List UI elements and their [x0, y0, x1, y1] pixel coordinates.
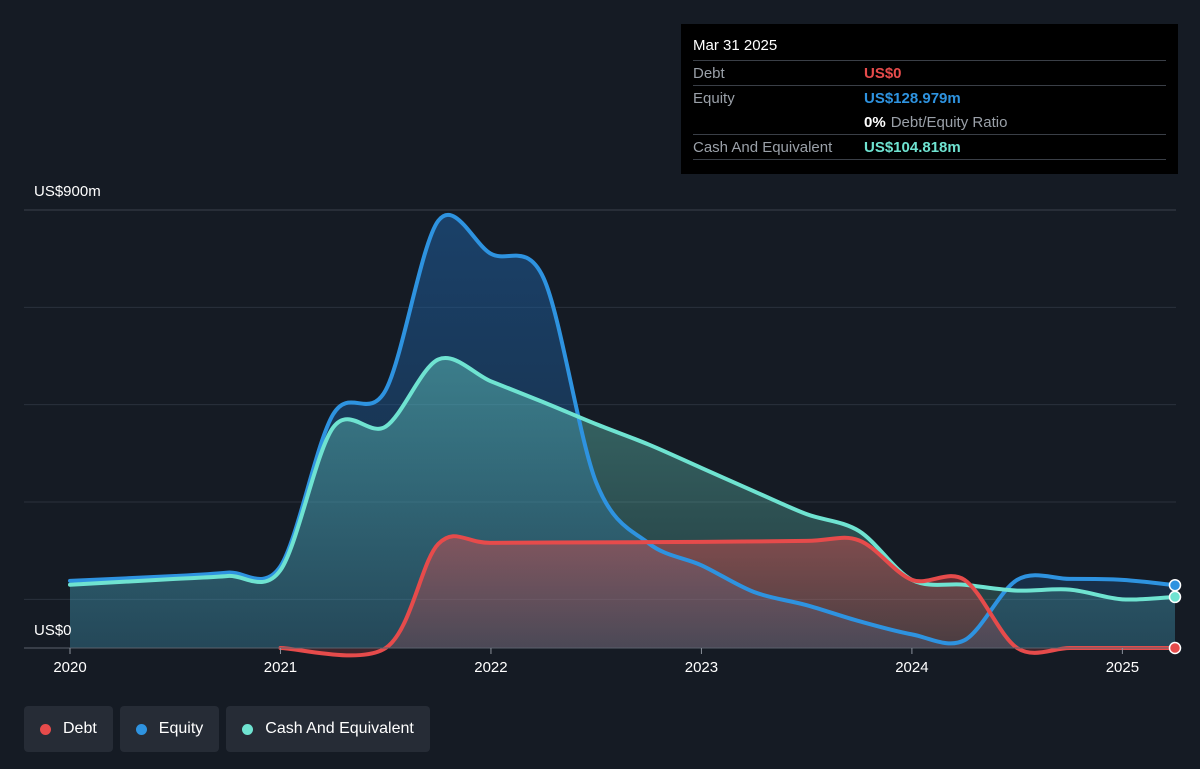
legend-item-equity[interactable]: Equity [119, 706, 220, 752]
end-markers [1168, 578, 1182, 655]
x-tick-label: 2020 [53, 659, 86, 676]
x-tick-label: 2022 [474, 659, 507, 676]
legend-item-cash[interactable]: Cash And Equivalent [226, 706, 430, 752]
series-areas [70, 214, 1175, 656]
legend-dot-debt [40, 723, 51, 735]
x-tick-label: 2021 [264, 659, 297, 676]
legend-dot-cash [242, 723, 254, 735]
tooltip-cash-label: Cash And Equivalent [693, 138, 833, 156]
y-axis-bottom-label: US$0 [34, 622, 72, 639]
line-debt [278, 534, 1177, 658]
data-tooltip: Mar 31 2025 Debt US$0 Equity US$128.979m… [681, 24, 1178, 174]
tooltip-debt-value: US$0 [864, 64, 902, 82]
tooltip-cash-value: US$104.818m [864, 138, 961, 156]
chart-legend: Debt Equity Cash And Equivalent [24, 706, 430, 752]
tooltip-ratio-row: 0% Debt/Equity Ratio [693, 110, 1166, 134]
tooltip-equity-value: US$128.979m [864, 89, 961, 107]
tooltip-cash-row: Cash And Equivalent US$104.818m [693, 134, 1166, 160]
x-tick-label: 2023 [685, 659, 718, 676]
tooltip-ratio-value: 0% [864, 113, 886, 131]
end-marker-cash [1168, 590, 1182, 604]
x-tick-label: 2024 [895, 659, 928, 676]
series-lines [68, 212, 1177, 658]
end-marker-equity [1168, 578, 1182, 592]
tooltip-debt-label: Debt [693, 64, 725, 82]
area-debt [280, 536, 1175, 656]
y-axis-top-label: US$900m [34, 183, 101, 200]
tooltip-date: Mar 31 2025 [693, 37, 778, 54]
legend-label-cash: Cash And Equivalent [265, 720, 414, 737]
tooltip-debt-row: Debt US$0 [693, 60, 1166, 85]
x-axis: 2020 2021 2022 2023 2024 2025 [24, 647, 1176, 676]
tooltip-equity-row: Equity US$128.979m [693, 85, 1166, 110]
tooltip-equity-label: Equity [693, 89, 735, 107]
x-tick-label: 2025 [1106, 659, 1139, 676]
end-marker-debt [1168, 641, 1182, 655]
chart-canvas: 2020 2021 2022 2023 2024 2025 [24, 209, 1182, 676]
legend-label-equity: Equity [158, 720, 204, 737]
legend-item-debt[interactable]: Debt [24, 706, 113, 752]
line-cash [68, 356, 1177, 602]
tooltip-ratio-label: Debt/Equity Ratio [890, 113, 1008, 131]
legend-dot-equity [135, 723, 147, 735]
legend-label-debt: Debt [63, 720, 97, 737]
